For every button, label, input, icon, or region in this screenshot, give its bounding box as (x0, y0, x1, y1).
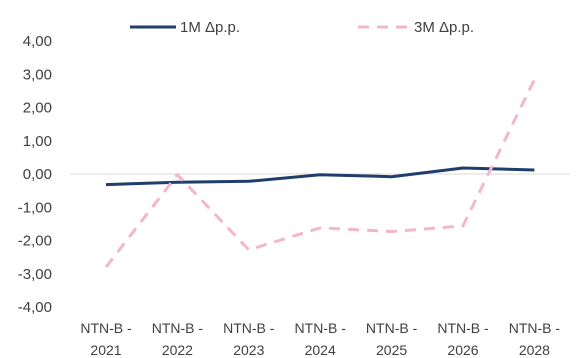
point-1m-2 (247, 179, 251, 183)
x-tick-label-line: 2025 (376, 342, 407, 358)
x-tick-label-line: NTN-B - (295, 320, 347, 336)
x-tick-label: NTN-B - 2021 (80, 320, 132, 358)
x-tick-label: NTN-B - 2026 (437, 320, 489, 358)
y-tick-label: 3,00 (23, 66, 52, 83)
x-tick-label-line: NTN-B - (437, 320, 489, 336)
y-tick-label: 4,00 (23, 33, 52, 50)
point-3m-5 (461, 224, 465, 228)
x-tick-label-line: 2022 (162, 342, 193, 358)
x-tick-label-line: NTN-B - (509, 320, 561, 336)
x-tick-label-line: 2024 (305, 342, 336, 358)
point-3m-6 (532, 78, 536, 82)
legend-label-1m: 1M Δp.p. (180, 19, 240, 36)
point-3m-0 (104, 265, 108, 269)
y-tick-label: 1,00 (23, 133, 52, 150)
series-line-3m (104, 78, 536, 269)
x-tick-label: NTN-B - 2023 (223, 320, 275, 358)
point-3m-4 (390, 230, 394, 234)
y-tick-label: -4,00 (18, 299, 52, 316)
point-3m-1 (175, 173, 179, 177)
y-tick-label: -1,00 (18, 199, 52, 216)
point-1m-4 (390, 175, 394, 179)
point-1m-0 (104, 183, 108, 187)
x-tick-label: NTN-B - 2028 (509, 320, 561, 358)
series-lines (104, 78, 536, 269)
point-1m-5 (461, 166, 465, 170)
y-tick-label: -2,00 (18, 233, 52, 250)
point-1m-3 (318, 173, 322, 177)
y-tick-label: 0,00 (23, 166, 52, 183)
point-1m-1 (175, 180, 179, 184)
x-tick-label: NTN-B - 2025 (366, 320, 418, 358)
point-1m-6 (532, 168, 536, 172)
x-tick-label-line: 2023 (233, 342, 264, 358)
x-tick-label-line: NTN-B - (223, 320, 275, 336)
x-tick-label-line: 2021 (90, 342, 121, 358)
y-tick-label: -3,00 (18, 266, 52, 283)
legend-label-3m: 3M Δp.p. (414, 19, 474, 36)
x-tick-label: NTN-B - 2024 (295, 320, 347, 358)
x-tick-label-line: NTN-B - (152, 320, 204, 336)
point-3m-2 (247, 248, 251, 252)
x-tick-label-line: NTN-B - (366, 320, 418, 336)
x-tick-label: NTN-B - 2022 (152, 320, 204, 358)
x-tick-label-line: NTN-B - (80, 320, 132, 336)
legend: 1M Δp.p. 3M Δp.p. (130, 19, 474, 36)
series-line-1m (105, 166, 535, 187)
point-3m-3 (318, 226, 322, 230)
x-tick-label-line: 2028 (519, 342, 550, 358)
y-tick-label: 2,00 (23, 100, 52, 117)
x-tick-label-line: 2026 (447, 342, 478, 358)
